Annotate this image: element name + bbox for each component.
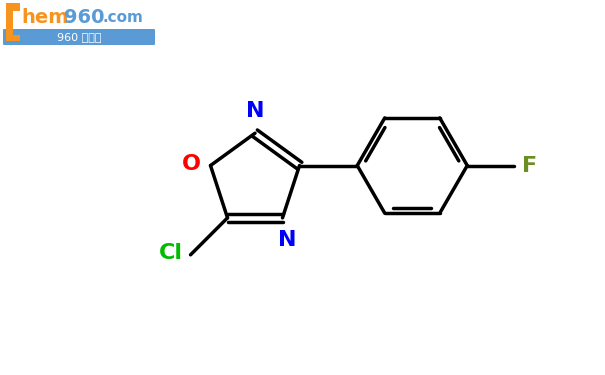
Text: N: N: [278, 230, 296, 250]
Text: 960: 960: [64, 8, 105, 27]
Text: N: N: [246, 101, 264, 121]
Text: 960 化工网: 960 化工网: [57, 32, 101, 42]
FancyBboxPatch shape: [3, 29, 155, 45]
Polygon shape: [6, 3, 20, 41]
Text: hem: hem: [21, 8, 68, 27]
Text: .com: .com: [102, 10, 143, 25]
Text: Cl: Cl: [159, 243, 183, 263]
Text: O: O: [182, 153, 200, 174]
Text: F: F: [522, 156, 537, 176]
